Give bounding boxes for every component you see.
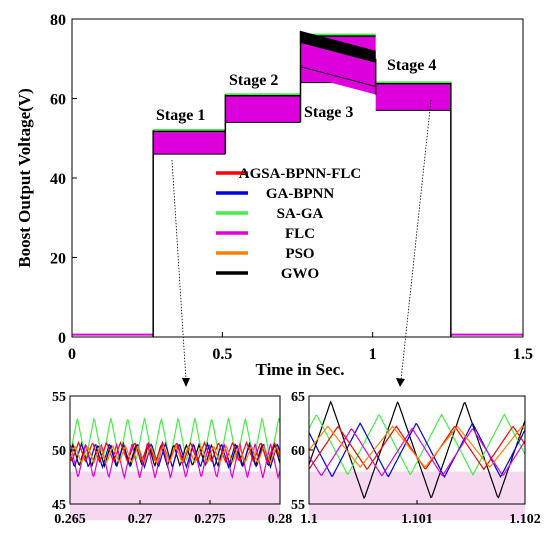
x-tick-label: 0 [68, 346, 76, 363]
inset-2-traces [308, 396, 526, 521]
y-tick-label: 80 [50, 12, 66, 29]
x-tick-label: 0.5 [212, 346, 232, 363]
stage-4-label: Stage 4 [387, 57, 436, 74]
x-tick-label: 1 [369, 346, 377, 363]
zoom-arrow-1-head [182, 378, 190, 387]
inset-y-tick-label: 60 [291, 444, 305, 459]
zoom-arrow-2 [400, 99, 432, 381]
y-tick-label: 60 [50, 92, 66, 109]
stage-4-flc-band [375, 84, 451, 111]
inset-series-pso [69, 444, 281, 465]
inset-x-tick-label: 0.265 [54, 512, 86, 527]
inset-1-traces [69, 396, 281, 521]
legend-label: FLC [285, 226, 315, 242]
inset-y-tick-label: 50 [52, 444, 66, 459]
inset-x-tick-label: 1.102 [509, 512, 541, 527]
stage-2-flc-band [225, 96, 301, 123]
main-chart: 0 0.5 1 1.5 0 20 40 60 80 Time in Sec. Boost Out… [15, 12, 533, 387]
inset-band-wash [309, 471, 525, 521]
legend-label: GWO [281, 266, 319, 282]
inset-series-flc [308, 427, 526, 477]
stage-3-flc-band-sloped [300, 46, 376, 95]
inset-1-axis-ticks: 0.265 0.27 0.275 0.28 45 50 55 [52, 390, 292, 527]
inset-series-sa-ga [308, 413, 526, 477]
main-axis-ticks: 0 0.5 1 1.5 0 20 40 60 80 [50, 12, 533, 363]
legend: AGSA-BPNN-FLC GA-BPNN SA-GA FLC PSO GWO [216, 166, 361, 282]
y-tick-label: 40 [50, 171, 66, 188]
legend-label: PSO [285, 246, 314, 262]
stage-2-label: Stage 2 [229, 72, 278, 89]
zoom-arrows [171, 99, 432, 387]
stage-3-gwo-lower-sloped [300, 66, 376, 88]
inset-band-wash [70, 471, 280, 521]
y-tick-label: 0 [58, 330, 66, 347]
y-tick-label: 20 [50, 251, 66, 268]
inset-x-tick-label: 0.275 [194, 512, 226, 527]
inset-x-tick-label: 0.28 [268, 512, 293, 527]
inset-y-tick-label: 45 [52, 498, 66, 513]
inset-chart-stage-1: 0.265 0.27 0.275 0.28 45 50 55 [52, 390, 292, 527]
inset-x-tick-label: 1.101 [401, 512, 433, 527]
legend-label: AGSA-BPNN-FLC [239, 166, 362, 182]
legend-label: SA-GA [277, 206, 324, 222]
inset-y-tick-label: 55 [52, 390, 66, 405]
stage-3-label: Stage 3 [304, 104, 353, 121]
inset-x-tick-label: 1.1 [300, 512, 318, 527]
main-traces [72, 30, 523, 337]
inset-series-pso [308, 425, 526, 469]
inset-y-tick-label: 65 [291, 390, 305, 405]
inset-y-tick-label: 55 [291, 498, 305, 513]
zoom-arrow-2-head [396, 378, 405, 387]
inset-chart-stage-4: 1.1 1.101 1.102 55 60 65 [291, 390, 541, 527]
stage-3-gwo-band [300, 30, 376, 63]
inset-2-axis-ticks: 1.1 1.101 1.102 55 60 65 [291, 390, 541, 527]
x-tick-label: 1.5 [513, 346, 533, 363]
inset-x-tick-label: 0.27 [128, 512, 153, 527]
stage-1-label: Stage 1 [156, 107, 205, 124]
zoom-arrow-1 [171, 159, 187, 381]
x-axis-label: Time in Sec. [256, 360, 345, 379]
stage-1-flc-band [153, 132, 226, 155]
y-axis-label: Boost Output Voltage(V) [15, 88, 34, 267]
legend-label: GA-BPNN [266, 186, 334, 202]
